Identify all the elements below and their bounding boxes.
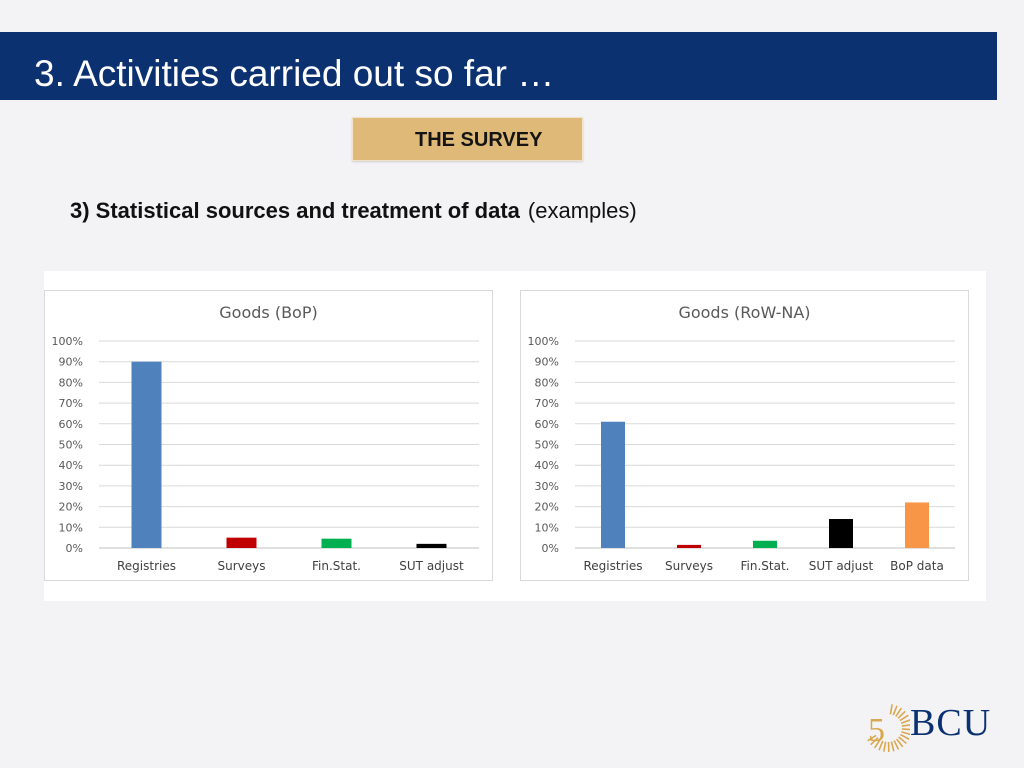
chart-title: Goods (BoP): [219, 303, 317, 322]
sun-ray: [901, 728, 910, 731]
charts-container: Goods (BoP) 0% 10% 20% 30% 40% 50% 60% 70% 80% 90%…: [44, 271, 986, 601]
y-tick-label: 10%: [535, 521, 559, 534]
y-tick-label: 10%: [59, 521, 83, 534]
bar-fin-stat: [753, 540, 777, 548]
bar-registries: [131, 361, 162, 548]
y-tick-label: 40%: [535, 459, 559, 472]
section-badge: THE SURVEY: [352, 117, 583, 161]
y-tick-label: 50%: [535, 439, 559, 452]
x-tick-label: Registries: [117, 559, 176, 573]
x-tick-label: Registries: [584, 559, 643, 573]
bar-surveys: [677, 544, 701, 548]
y-tick-label: 70%: [59, 397, 83, 410]
x-tick-label: BoP data: [890, 559, 944, 573]
x-tick-label: Fin.Stat.: [741, 559, 790, 573]
sun-ray: [900, 719, 910, 724]
chart-goods-bop: Goods (BoP) 0% 10% 20% 30% 40% 50% 60% 70% 80% 90%…: [44, 290, 493, 581]
y-tick-label: 70%: [535, 397, 559, 410]
title-bar: [0, 32, 997, 100]
y-tick-label: 50%: [59, 439, 83, 452]
sun-ray: [897, 710, 906, 719]
y-tick-label: 90%: [535, 356, 559, 369]
sun-ray: [878, 740, 884, 751]
y-tick-label: 0%: [542, 542, 559, 555]
y-tick-label: 80%: [535, 376, 559, 389]
y-tick-label: 100%: [52, 335, 83, 348]
y-tick-label: 30%: [535, 480, 559, 493]
y-tick-label: 60%: [535, 418, 559, 431]
chart-title: Goods (RoW-NA): [678, 303, 810, 322]
subtitle-main: 3) Statistical sources and treatment of …: [70, 198, 520, 223]
y-tick-label: 80%: [59, 376, 83, 389]
sun-ray: [899, 733, 910, 740]
sun-ray: [870, 737, 879, 746]
y-tick-label: 40%: [59, 459, 83, 472]
sun-ray: [889, 704, 893, 715]
x-tick-label: Surveys: [218, 559, 266, 573]
sun-ray: [883, 741, 887, 752]
y-tick-label: 20%: [535, 501, 559, 514]
bar-fin-stat: [321, 538, 352, 548]
chart-goods-row-na-svg: Goods (RoW-NA) 0% 10% 20% 30% 40% 50% 60% 70% 80%…: [528, 303, 955, 573]
x-tick-label: SUT adjust: [809, 559, 874, 573]
logo-number: 5: [868, 712, 885, 749]
sun-ray: [892, 705, 898, 716]
bar-sut-adjust: [829, 519, 853, 548]
sun-ray: [890, 741, 895, 752]
x-tick-label: Surveys: [665, 559, 713, 573]
slide-title: 3. Activities carried out so far …: [34, 53, 555, 94]
bcu-logo: 5 BCU: [862, 698, 1002, 752]
sun-ray: [899, 714, 909, 722]
y-tick-label: 30%: [59, 480, 83, 493]
sun-ray: [898, 736, 907, 745]
sun-ray: [873, 739, 881, 749]
y-tick-label: 20%: [59, 501, 83, 514]
chart-goods-bop-svg: Goods (BoP) 0% 10% 20% 30% 40% 50% 60% 70% 80% 90%…: [52, 303, 479, 573]
sun-ray: [867, 734, 877, 742]
x-tick-label: Fin.Stat.: [312, 559, 361, 573]
bar-bop-data: [905, 502, 929, 548]
sun-ray: [901, 724, 910, 727]
y-tick-label: 90%: [59, 356, 83, 369]
bar-registries: [601, 421, 625, 548]
sun-emblem-icon: 5: [867, 704, 910, 752]
chart-goods-row-na: Goods (RoW-NA) 0% 10% 20% 30% 40% 50% 60% 70% 80%…: [520, 290, 969, 581]
sun-ray: [895, 707, 903, 717]
slide-subtitle: 3) Statistical sources and treatment of …: [70, 198, 637, 224]
y-tick-label: 100%: [528, 335, 559, 348]
subtitle-note: (examples): [527, 198, 637, 223]
section-badge-label: THE SURVEY: [415, 129, 543, 151]
bar-surveys: [226, 537, 257, 548]
sun-ray: [901, 731, 910, 736]
y-tick-label: 0%: [66, 542, 83, 555]
x-tick-label: SUT adjust: [399, 559, 464, 573]
bcu-logo-text: BCU: [910, 702, 992, 744]
y-tick-label: 60%: [59, 418, 83, 431]
bar-sut-adjust: [416, 543, 447, 548]
sun-ray: [895, 738, 904, 748]
sun-ray: [893, 740, 900, 750]
